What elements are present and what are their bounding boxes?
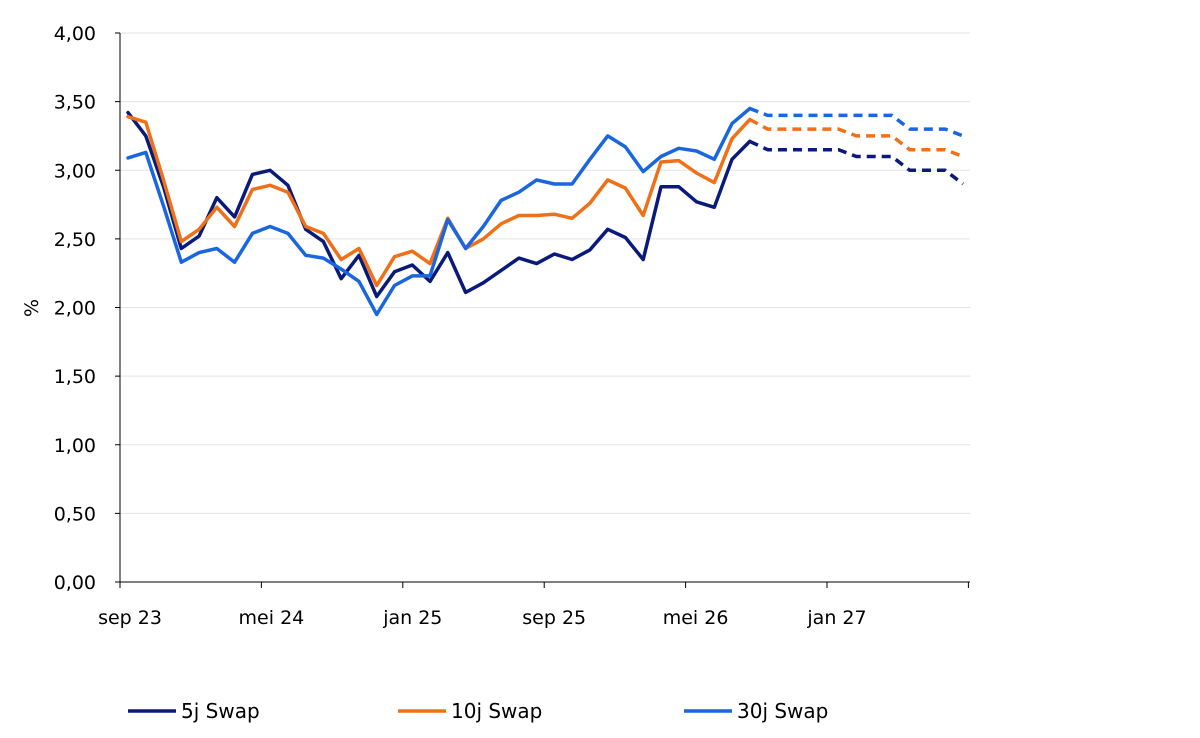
- series-forecast-1: [749, 139, 965, 186]
- y-tick-label: 2,00: [54, 298, 96, 320]
- y-tick-label: 1,00: [54, 435, 96, 457]
- legend-label-3: 30j Swap: [737, 699, 828, 723]
- series-line-1: [126, 110, 752, 299]
- x-tick-label: jan 25: [382, 607, 442, 629]
- y-tick-label: 2,50: [54, 229, 96, 251]
- gridlines: [120, 32, 970, 514]
- x-tick-label: sep 25: [522, 607, 586, 629]
- legend: 5j Swap 10j Swap 30j Swap: [128, 699, 828, 723]
- y-tick-label: 3,00: [54, 160, 96, 182]
- series-lines: [126, 106, 965, 317]
- y-axis-label: %: [21, 299, 43, 317]
- series-forecast-3: [749, 106, 964, 138]
- legend-label-2: 10j Swap: [451, 699, 542, 723]
- x-tick-label: sep 23: [98, 607, 162, 629]
- y-tick-label: 0,00: [54, 572, 96, 594]
- x-tick-labels: sep 23 mei 24 jan 25 sep 25 mei 26 jan 27: [98, 582, 969, 629]
- y-tick-label: 0,50: [54, 503, 96, 525]
- y-tick-label: 1,50: [54, 366, 96, 388]
- x-tick-label: mei 24: [239, 607, 305, 629]
- x-tick-label: mei 26: [663, 607, 729, 629]
- legend-label-1: 5j Swap: [181, 699, 260, 723]
- y-tick-label: 3,50: [54, 92, 96, 114]
- y-tick-labels: 0,00 0,50 1,00 1,50 2,00 2,50 3,00 3,50 4,00: [54, 23, 120, 594]
- y-tick-label: 4,00: [54, 23, 96, 45]
- series-line-3: [126, 106, 752, 317]
- series-line-2: [126, 114, 752, 288]
- x-tick-label: jan 27: [806, 607, 866, 629]
- series-forecast-2: [748, 117, 964, 159]
